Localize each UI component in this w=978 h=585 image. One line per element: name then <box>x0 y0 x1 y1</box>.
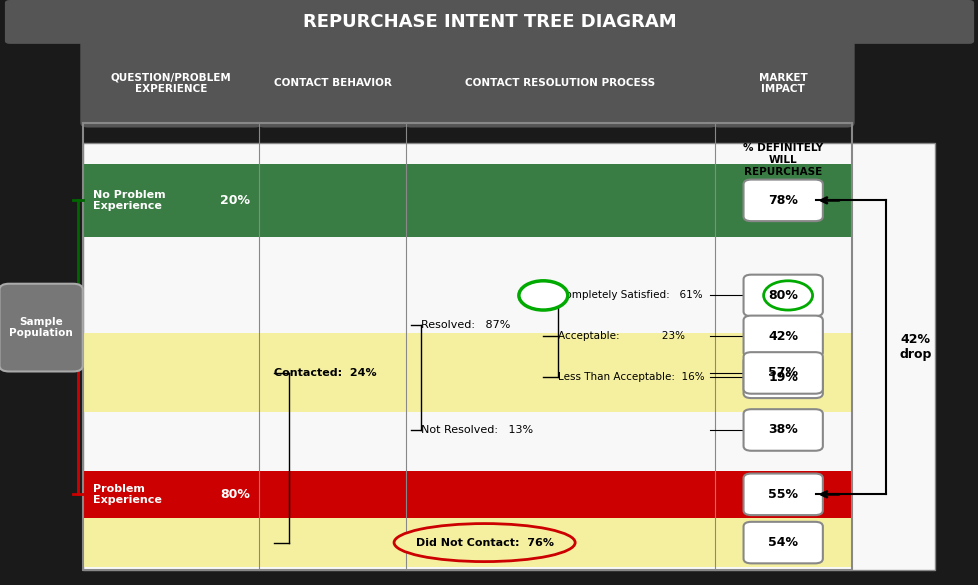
Bar <box>83 123 851 570</box>
Text: 78%: 78% <box>768 194 797 207</box>
Circle shape <box>518 281 567 310</box>
Text: Did Not Contact:  76%: Did Not Contact: 76% <box>416 538 553 548</box>
Text: Less Than Acceptable:  16%: Less Than Acceptable: 16% <box>557 372 704 383</box>
FancyBboxPatch shape <box>5 0 973 44</box>
Text: 38%: 38% <box>768 424 797 436</box>
Bar <box>83 333 851 412</box>
Text: 19%: 19% <box>768 371 797 384</box>
Text: % DEFINITELY
WILL
REPURCHASE: % DEFINITELY WILL REPURCHASE <box>742 143 822 177</box>
Text: Not Resolved:   13%: Not Resolved: 13% <box>421 425 533 435</box>
Text: Completely Satisfied:   61%: Completely Satisfied: 61% <box>557 290 702 301</box>
FancyBboxPatch shape <box>83 143 934 570</box>
Text: CONTACT RESOLUTION PROCESS: CONTACT RESOLUTION PROCESS <box>465 78 655 88</box>
Text: Resolved:   87%: Resolved: 87% <box>421 319 510 330</box>
FancyBboxPatch shape <box>743 352 822 394</box>
FancyBboxPatch shape <box>743 522 822 563</box>
Text: QUESTION/PROBLEM
EXPERIENCE: QUESTION/PROBLEM EXPERIENCE <box>111 73 232 94</box>
Bar <box>83 164 851 237</box>
FancyBboxPatch shape <box>256 39 409 128</box>
Text: 80%: 80% <box>220 488 249 501</box>
Text: Sample
Population: Sample Population <box>9 317 73 338</box>
Text: REPURCHASE INTENT TREE DIAGRAM: REPURCHASE INTENT TREE DIAGRAM <box>302 13 676 30</box>
Text: Acceptable:             23%: Acceptable: 23% <box>557 331 685 342</box>
FancyBboxPatch shape <box>743 357 822 398</box>
FancyBboxPatch shape <box>403 39 717 128</box>
Text: Problem
Experience: Problem Experience <box>93 484 161 505</box>
FancyBboxPatch shape <box>80 39 262 128</box>
Bar <box>83 518 851 567</box>
Text: 57%: 57% <box>768 366 797 380</box>
Bar <box>83 471 851 518</box>
Text: Contacted:  24%: Contacted: 24% <box>274 368 377 378</box>
FancyBboxPatch shape <box>0 284 83 371</box>
FancyBboxPatch shape <box>743 180 822 221</box>
Text: 80%: 80% <box>768 289 797 302</box>
Text: 20%: 20% <box>220 194 249 207</box>
Text: 42%: 42% <box>768 330 797 343</box>
FancyBboxPatch shape <box>743 410 822 450</box>
FancyBboxPatch shape <box>711 39 854 128</box>
Text: CONTACT BEHAVIOR: CONTACT BEHAVIOR <box>274 78 391 88</box>
Text: MARKET
IMPACT: MARKET IMPACT <box>758 73 807 94</box>
FancyBboxPatch shape <box>743 275 822 316</box>
Ellipse shape <box>394 524 575 562</box>
Text: No Problem
Experience: No Problem Experience <box>93 190 165 211</box>
FancyBboxPatch shape <box>743 316 822 357</box>
FancyBboxPatch shape <box>743 474 822 515</box>
Text: 54%: 54% <box>768 536 797 549</box>
Text: 42%
drop: 42% drop <box>898 333 931 362</box>
Text: 55%: 55% <box>768 488 797 501</box>
